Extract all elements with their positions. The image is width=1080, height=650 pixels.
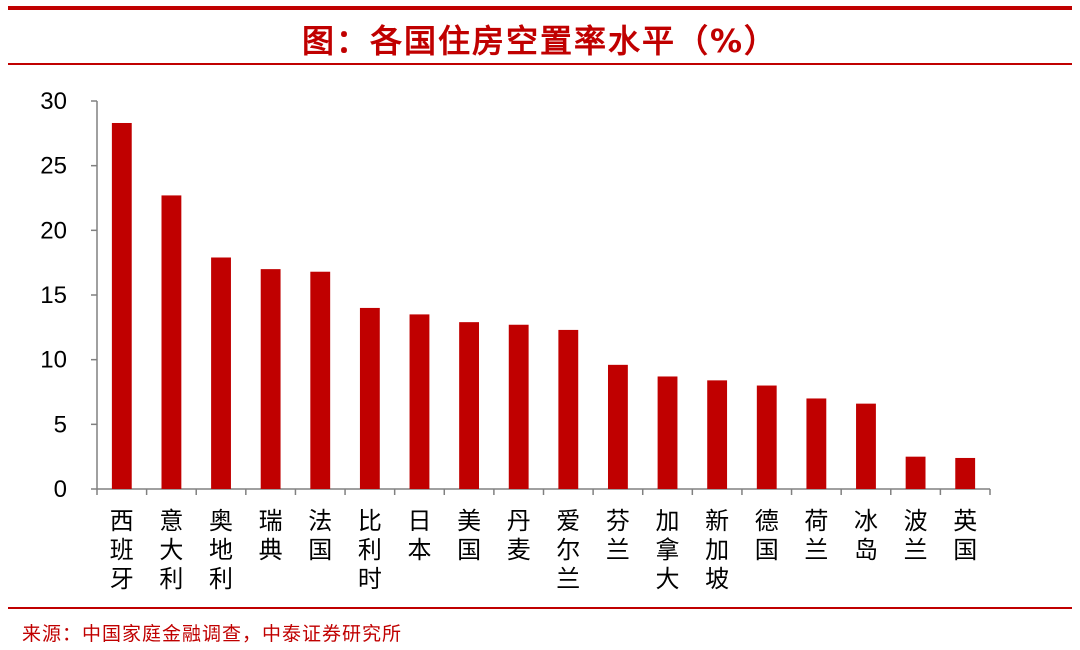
chart-title: 图：各国住房空置率水平（%） <box>301 22 779 60</box>
x-tick-label: 美 <box>457 507 481 535</box>
y-tick-label: 15 <box>40 282 67 309</box>
bar <box>856 403 876 489</box>
bar <box>310 271 331 489</box>
bar <box>607 364 628 489</box>
x-tick-label: 英 <box>953 507 977 535</box>
y-tick-label: 30 <box>40 88 67 115</box>
x-tick-label: 班 <box>110 536 134 564</box>
bar <box>111 122 132 489</box>
x-tick-label: 岛 <box>854 536 878 564</box>
x-tick-label: 时 <box>358 565 382 593</box>
source-rule <box>8 607 1072 609</box>
x-tick-label: 冰 <box>854 507 878 535</box>
x-tick-label: 兰 <box>804 536 828 564</box>
x-tick-label: 加 <box>656 507 680 535</box>
x-tick-label: 典 <box>259 536 283 564</box>
x-tick-label: 牙 <box>110 565 134 593</box>
x-tick-label: 利 <box>159 565 183 593</box>
bar <box>359 307 380 489</box>
bar <box>508 324 529 489</box>
bar <box>756 385 777 489</box>
x-tick-label: 法 <box>308 507 332 535</box>
x-tick-label: 新 <box>705 507 729 535</box>
bar <box>409 314 430 489</box>
x-tick-label: 西 <box>110 507 134 535</box>
x-tick-label: 大 <box>656 565 680 593</box>
y-tick-label: 5 <box>54 411 67 438</box>
x-tick-label: 荷 <box>804 507 828 535</box>
bar <box>161 195 182 489</box>
bar <box>211 257 231 489</box>
bar <box>707 380 728 489</box>
x-tick-label: 波 <box>904 507 928 535</box>
x-tick-label: 麦 <box>507 536 531 564</box>
x-tick-label: 地 <box>209 536 233 564</box>
x-tick-label: 尔 <box>556 536 580 564</box>
x-tick-label: 利 <box>209 565 233 593</box>
x-tick-label: 拿 <box>656 536 680 564</box>
y-tick-label: 10 <box>40 347 67 374</box>
x-tick-label: 德 <box>755 507 779 535</box>
x-tick-label: 加 <box>705 536 729 564</box>
bar <box>657 376 678 489</box>
bar <box>955 457 976 489</box>
bar <box>806 398 827 489</box>
x-tick-label: 日 <box>407 507 431 535</box>
source-note: 来源：中国家庭金融调查，中泰证券研究所 <box>22 623 403 645</box>
x-tick-label: 坡 <box>705 565 729 593</box>
bar <box>905 456 926 489</box>
x-tick-label: 意 <box>159 507 183 535</box>
x-tick-label: 兰 <box>606 536 630 564</box>
bar <box>558 329 579 489</box>
top-rule <box>8 6 1072 10</box>
x-tick-label: 国 <box>953 536 977 564</box>
x-tick-label: 利 <box>358 536 382 564</box>
y-tick-label: 20 <box>40 217 67 244</box>
x-tick-label: 本 <box>407 536 431 564</box>
title-rule <box>8 63 1072 65</box>
x-tick-label: 芬 <box>606 507 630 535</box>
x-tick-label: 兰 <box>556 565 580 593</box>
x-tick-label: 比 <box>358 507 382 535</box>
x-tick-label: 大 <box>159 536 183 564</box>
bar <box>459 322 480 489</box>
bar <box>260 269 281 489</box>
x-tick-label: 爱 <box>556 507 580 535</box>
x-tick-label: 奥 <box>209 507 233 535</box>
x-tick-label: 国 <box>457 536 481 564</box>
y-tick-label: 25 <box>40 153 67 180</box>
x-tick-label: 丹 <box>507 507 531 535</box>
y-tick-label: 0 <box>54 476 67 503</box>
x-tick-label: 国 <box>308 536 332 564</box>
x-tick-label: 瑞 <box>259 507 283 535</box>
x-tick-label: 兰 <box>904 536 928 564</box>
x-tick-label: 国 <box>755 536 779 564</box>
